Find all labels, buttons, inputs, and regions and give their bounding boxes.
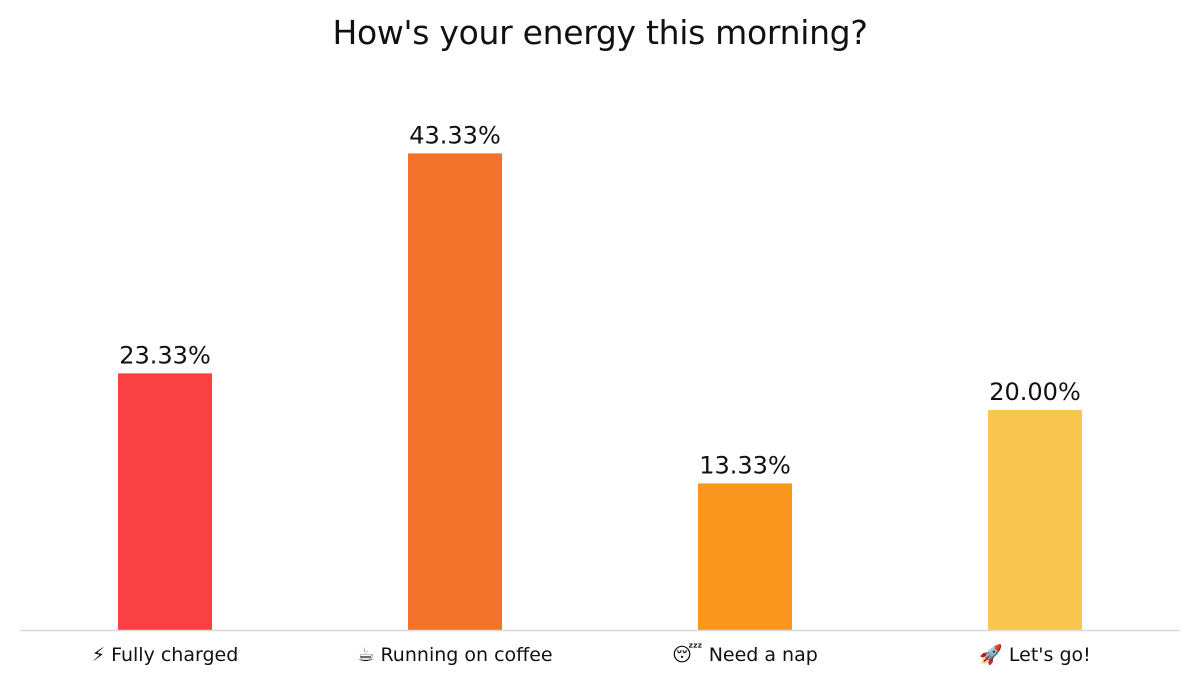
value-label-running-on-coffee: 43.33%	[409, 121, 501, 149]
category-label-fully-charged: ⚡ Fully charged	[92, 644, 239, 666]
bar-running-on-coffee	[408, 153, 502, 630]
bar-fully-charged	[118, 373, 212, 630]
category-label-running-on-coffee: ☕ Running on coffee	[357, 644, 552, 666]
bar-lets-go	[988, 410, 1082, 630]
chart-title: How's your energy this morning?	[332, 13, 868, 52]
category-label-need-a-nap: 😴 Need a nap	[672, 643, 818, 666]
value-label-need-a-nap: 13.33%	[699, 451, 791, 479]
category-label-lets-go: 🚀 Let's go!	[979, 643, 1091, 666]
value-label-lets-go: 20.00%	[989, 378, 1081, 406]
value-label-fully-charged: 23.33%	[119, 341, 211, 369]
bar-need-a-nap	[698, 483, 792, 630]
